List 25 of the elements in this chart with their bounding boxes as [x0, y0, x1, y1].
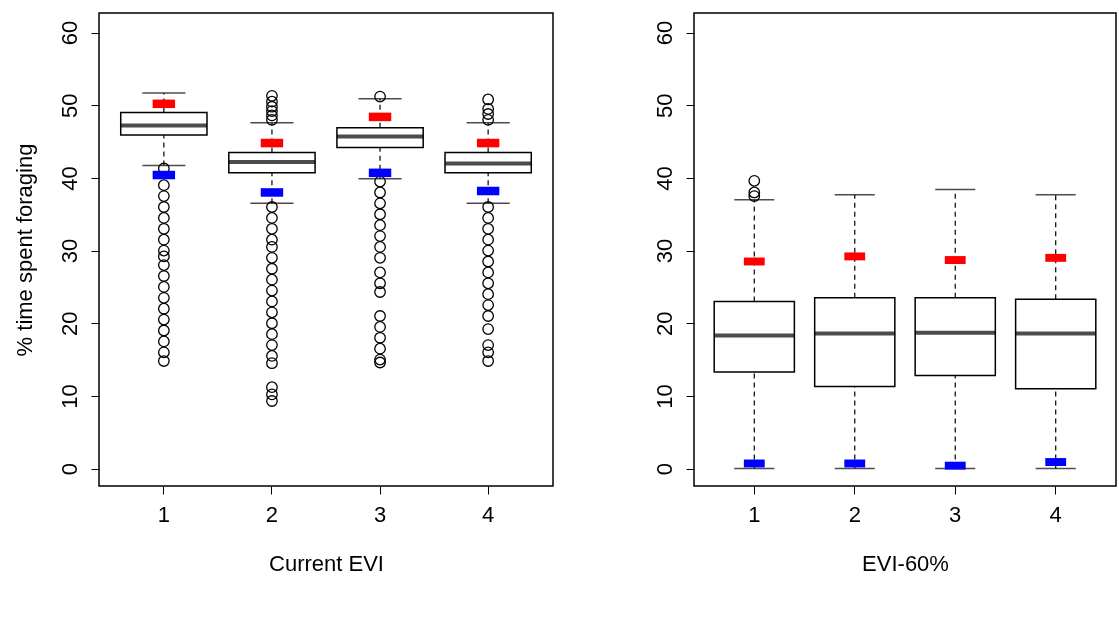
x-tick-label: 1	[748, 501, 761, 527]
y-tick-label: 30	[651, 238, 677, 264]
y-tick-label: 40	[56, 166, 82, 191]
y-tick-label: 0	[651, 462, 677, 476]
y-tick-label: 10	[56, 384, 82, 409]
x-axis-title: Current EVI	[269, 550, 384, 576]
x-tick-label: 4	[482, 501, 495, 527]
y-tick-label: 20	[651, 311, 677, 336]
x-tick-label: 2	[265, 501, 279, 527]
y-tick-label: 30	[56, 238, 82, 264]
x-tick-label: 3	[373, 501, 387, 527]
x-tick-label: 3	[949, 501, 962, 527]
y-tick-label: 20	[56, 311, 82, 336]
y-tick-label: 10	[651, 384, 677, 409]
y-axis-title: % time spent foraging	[11, 143, 37, 357]
x-tick-label: 4	[1049, 501, 1062, 527]
y-tick-label: 60	[651, 20, 677, 46]
y-tick-label: 50	[651, 93, 677, 119]
y-tick-label: 60	[56, 20, 82, 46]
y-tick-label: 0	[56, 462, 82, 476]
x-axis-title: EVI-60%	[862, 550, 949, 576]
x-tick-label: 2	[848, 501, 861, 527]
x-tick-label: 1	[157, 501, 170, 527]
y-tick-label: 50	[56, 93, 82, 119]
y-tick-label: 40	[651, 166, 677, 191]
